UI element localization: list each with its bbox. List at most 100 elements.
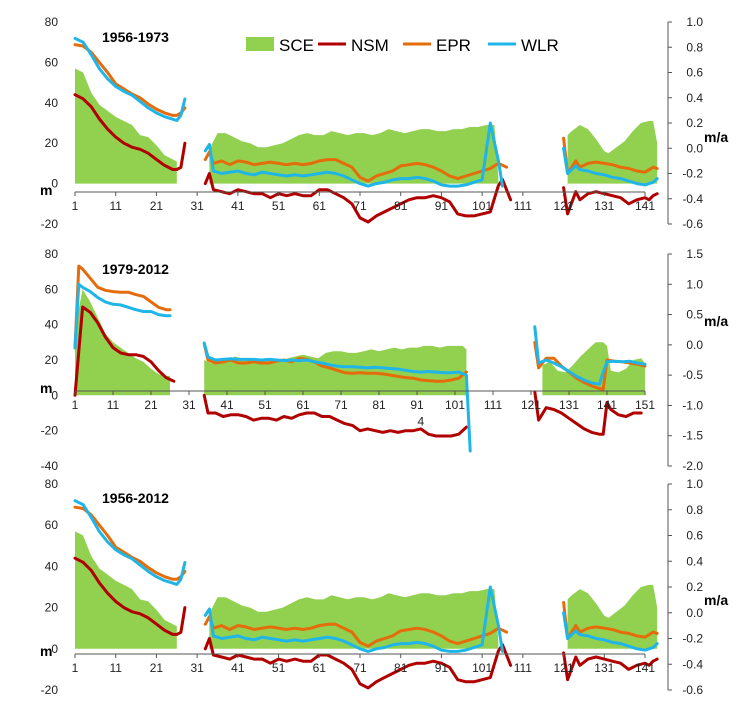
x-tick-label: 21 xyxy=(150,199,164,213)
x-tick-label: 31 xyxy=(182,398,196,412)
right-tick-label: -0.6 xyxy=(682,683,703,697)
x-tick-label: 71 xyxy=(353,199,367,213)
series-wlr-line xyxy=(562,146,659,187)
legend-label-nsm: NSM xyxy=(351,36,389,55)
x-tick-label: 81 xyxy=(394,661,408,675)
panel-2: -40 -20 0 20 40 60 80 -2.0 -1.5 -1.0 -0.5 0.0 0.5 1.0… xyxy=(40,247,728,473)
x-tick-label: 41 xyxy=(231,661,245,675)
series-sce-area xyxy=(567,584,658,649)
right-tick-label: -0.4 xyxy=(682,657,703,671)
x-tick-label: 31 xyxy=(190,199,204,213)
x-tick-label: 131 xyxy=(559,398,579,412)
panel-1: -20 0 20 40 60 80 -0.6 -0.4 -0.2 0.0 0.2 0.4 0.6 0.8 1… xyxy=(40,15,728,231)
x-tick-label: 81 xyxy=(394,199,408,213)
x-tick-label: 121 xyxy=(554,661,574,675)
x-tick-label: 131 xyxy=(594,661,614,675)
x-tick-label: 51 xyxy=(272,199,286,213)
series-wlr-line xyxy=(203,121,504,188)
series-epr-line xyxy=(73,43,187,117)
series-epr-line xyxy=(562,601,659,640)
series-sce-area xyxy=(209,589,499,649)
legend: SCE NSM EPR WLR xyxy=(246,36,559,55)
series-sce-area xyxy=(75,289,170,396)
right-tick-label: 0.8 xyxy=(686,503,703,517)
x-tick-label: 41 xyxy=(231,199,245,213)
series-epr-line xyxy=(562,136,659,175)
left-tick-label: -40 xyxy=(41,459,59,473)
x-tick-label: 121 xyxy=(554,199,574,213)
right-tick-label: 1.0 xyxy=(686,477,703,491)
x-tick-label: 61 xyxy=(313,661,327,675)
legend-label-epr: EPR xyxy=(436,36,471,55)
right-tick-label: 1.0 xyxy=(686,15,703,29)
annotation-label: 4 xyxy=(417,414,424,428)
right-tick-label: 0.5 xyxy=(686,308,703,322)
left-tick-label: 40 xyxy=(45,559,59,573)
series-nsm-line xyxy=(562,186,659,216)
left-tick-label: -20 xyxy=(41,217,59,231)
right-tick-label: -1.0 xyxy=(682,398,703,412)
left-tick-label: 80 xyxy=(45,15,59,29)
x-tick-label: 11 xyxy=(107,398,120,412)
legend-label-sce: SCE xyxy=(279,36,314,55)
x-tick-label: 1 xyxy=(72,199,79,213)
right-tick-label: 0.4 xyxy=(686,91,703,105)
series-sce-area xyxy=(542,342,645,396)
left-tick-label: 0 xyxy=(51,388,58,402)
series-epr-line xyxy=(203,150,509,183)
right-tick-label: 0.6 xyxy=(686,529,703,543)
right-tick-label: -1.5 xyxy=(682,429,703,443)
series-sce-area xyxy=(75,68,177,184)
x-tick-label: 71 xyxy=(334,398,348,412)
right-tick-label: 0.0 xyxy=(686,606,703,620)
series-epr-line xyxy=(202,342,468,383)
left-tick-label: 40 xyxy=(45,96,59,110)
right-tick-label: 0.2 xyxy=(686,116,703,130)
right-tick-label: 1.0 xyxy=(686,277,703,291)
series-nsm-line xyxy=(533,390,643,436)
x-tick-label: 31 xyxy=(190,661,204,675)
left-tick-label: 20 xyxy=(45,136,59,150)
series-sce-area xyxy=(567,121,658,184)
x-tick-label: 101 xyxy=(472,199,492,213)
x-tick-label: 11 xyxy=(109,199,122,213)
left-tick-label: 20 xyxy=(45,601,59,615)
left-tick-label: 80 xyxy=(45,247,59,261)
series-wlr-line xyxy=(533,325,647,386)
left-tick-label: 60 xyxy=(45,282,59,296)
x-tick-label: 141 xyxy=(635,661,655,675)
right-tick-label: 0.0 xyxy=(686,141,703,155)
right-tick-label: -0.4 xyxy=(682,192,703,206)
left-tick-label: 60 xyxy=(45,518,59,532)
x-tick-label: 131 xyxy=(594,199,614,213)
legend-swatch-sce xyxy=(246,37,274,51)
x-tick-label: 91 xyxy=(435,661,449,675)
x-tick-label: 11 xyxy=(109,661,122,675)
right-tick-label: 0.4 xyxy=(686,554,703,568)
right-unit-label: m/a xyxy=(704,129,728,145)
series-epr-line xyxy=(73,505,187,581)
right-tick-label: 1.5 xyxy=(686,247,703,261)
x-tick-label: 101 xyxy=(445,398,465,412)
right-tick-label: 0.6 xyxy=(686,66,703,80)
x-tick-label: 21 xyxy=(144,398,158,412)
panel-title: 1979-2012 xyxy=(102,261,169,277)
left-tick-label: 0 xyxy=(51,642,58,656)
left-tick-label: 40 xyxy=(45,318,59,332)
left-unit-label: m xyxy=(40,380,52,396)
legend-label-wlr: WLR xyxy=(521,36,559,55)
series-wlr-line xyxy=(202,341,472,453)
series-nsm-line xyxy=(203,637,513,690)
right-tick-label: -0.2 xyxy=(682,632,703,646)
series-nsm-line xyxy=(73,556,187,636)
panel-title: 1956-2012 xyxy=(102,490,169,506)
panel-title: 1956-1973 xyxy=(102,29,169,45)
x-tick-label: 81 xyxy=(372,398,386,412)
x-tick-label: 141 xyxy=(635,199,655,213)
right-unit-label: m/a xyxy=(704,592,728,608)
series-nsm-line xyxy=(562,651,659,682)
right-tick-label: -0.2 xyxy=(682,167,703,181)
x-tick-label: 91 xyxy=(435,199,449,213)
series-wlr-line xyxy=(73,499,187,586)
x-tick-label: 21 xyxy=(150,661,164,675)
